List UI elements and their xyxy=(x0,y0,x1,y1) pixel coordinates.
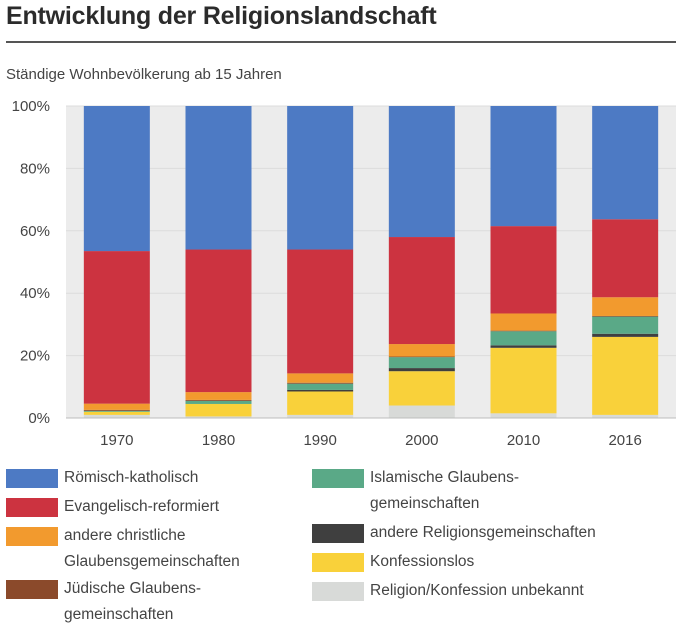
bar-segment-j-dische-glaubensgemeinschaften-2010 xyxy=(490,330,557,332)
bar-segment-andere-religionsgemeinschaften-1990 xyxy=(287,389,354,392)
bar-segment-evangelisch-reformiert-2016 xyxy=(592,219,659,298)
y-tick-label: 0% xyxy=(28,410,50,427)
bar-segment-konfessionslos-1980 xyxy=(185,403,252,417)
x-tick-label-2010: 2010 xyxy=(507,432,540,449)
bar-segment-religion-konfession-unbekannt-1970 xyxy=(83,414,150,418)
bar-segment-konfessionslos-1970 xyxy=(83,411,150,415)
legend-label: Römisch-katholisch xyxy=(64,465,334,491)
legend-label-line: Evangelisch-reformiert xyxy=(64,498,220,515)
bar-segment-religion-konfession-unbekannt-1990 xyxy=(287,414,354,418)
legend-label-line: andere christliche xyxy=(64,527,186,544)
chart-legend: Römisch-katholisch Evangelisch-reformier… xyxy=(6,465,676,625)
legend-label-line: Glaubensgemeinschaften xyxy=(64,553,240,570)
bar-segment-andere-christliche-glaubensgemeinschaften-1980 xyxy=(185,392,252,400)
x-tick-label-2016: 2016 xyxy=(608,432,641,449)
stacked-bar-chart: 0% 20% 40% 60% 80% 100% 1970 1980 1990 2000 2010 20… xyxy=(12,98,676,449)
bar-segment-j-dische-glaubensgemeinschaften-2016 xyxy=(592,315,659,317)
bar-segment-andere-religionsgemeinschaften-2000 xyxy=(388,368,455,372)
y-tick-label: 40% xyxy=(20,285,50,302)
legend-label-line: Jüdische Glaubens- xyxy=(64,580,201,597)
y-tick-label: 60% xyxy=(20,223,50,240)
bar-segment-islamische-glaubensgemeinschaften-1970 xyxy=(83,410,150,412)
legend-label: andere christliche Glaubensgemeinschafte… xyxy=(64,523,334,575)
y-tick-label: 80% xyxy=(20,160,50,177)
bar-segment-r-misch-katholisch-2010 xyxy=(490,106,557,227)
x-tick-label-1980: 1980 xyxy=(202,432,235,449)
bar-segment-r-misch-katholisch-1970 xyxy=(83,106,150,252)
bar-segment-konfessionslos-1990 xyxy=(287,391,354,415)
bar-segment-andere-christliche-glaubensgemeinschaften-2000 xyxy=(388,344,455,357)
legend-label: Religion/Konfession unbekannt xyxy=(370,578,640,604)
bar-segment-konfessionslos-2016 xyxy=(592,336,659,415)
legend-label-line: Religion/Konfession unbekannt xyxy=(370,582,584,599)
x-tick-label-1990: 1990 xyxy=(303,432,336,449)
legend-label: Evangelisch-reformiert xyxy=(64,494,334,520)
legend-swatch xyxy=(6,580,58,599)
legend-swatch xyxy=(312,524,364,543)
legend-swatch xyxy=(312,582,364,601)
bar-segment-andere-christliche-glaubensgemeinschaften-1990 xyxy=(287,373,354,383)
bar-segment-religion-konfession-unbekannt-1980 xyxy=(185,416,252,418)
bar-segment-evangelisch-reformiert-1970 xyxy=(83,251,150,404)
bar-segment-islamische-glaubensgemeinschaften-1990 xyxy=(287,383,354,390)
bar-segment-religion-konfession-unbekannt-2010 xyxy=(490,413,557,418)
bar-segment-andere-religionsgemeinschaften-2016 xyxy=(592,333,659,337)
legend-label: andere Religionsgemeinschaften xyxy=(370,520,640,546)
y-tick-label: 20% xyxy=(20,348,50,365)
x-tick-label-1970: 1970 xyxy=(100,432,133,449)
legend-label: Jüdische Glaubens- gemeinschaften xyxy=(64,576,334,628)
bar-segment-j-dische-glaubensgemeinschaften-1990 xyxy=(287,382,354,384)
plot-background xyxy=(66,106,676,418)
bar-segment-andere-christliche-glaubensgemeinschaften-2016 xyxy=(592,297,659,316)
legend-label-line: gemeinschaften xyxy=(370,495,480,512)
x-tick-label-2000: 2000 xyxy=(405,432,438,449)
bar-segment-islamische-glaubensgemeinschaften-1980 xyxy=(185,400,252,404)
chart-subtitle: Ständige Wohnbevölkerung ab 15 Jahren xyxy=(6,66,282,83)
legend-label: Konfessionslos xyxy=(370,549,640,575)
bar-segment-islamische-glaubensgemeinschaften-2016 xyxy=(592,316,659,334)
bar-segment-r-misch-katholisch-1980 xyxy=(185,106,252,250)
bar-segment-konfessionslos-2000 xyxy=(388,371,455,406)
bar-segment-j-dische-glaubensgemeinschaften-1970 xyxy=(83,409,150,411)
legend-swatch xyxy=(312,553,364,572)
legend-swatch xyxy=(6,469,58,488)
legend-label-line: Konfessionslos xyxy=(370,553,475,570)
bar-segment-religion-konfession-unbekannt-2016 xyxy=(592,414,659,418)
bar-segment-j-dische-glaubensgemeinschaften-1980 xyxy=(185,399,252,401)
bar-segment-evangelisch-reformiert-1980 xyxy=(185,249,252,393)
bar-segment-evangelisch-reformiert-2010 xyxy=(490,226,557,314)
bar-segment-evangelisch-reformiert-2000 xyxy=(388,237,455,345)
legend-label-line: gemeinschaften xyxy=(64,606,174,623)
y-tick-label: 100% xyxy=(12,98,50,115)
bar-segment-andere-religionsgemeinschaften-2010 xyxy=(490,345,557,348)
legend-swatch xyxy=(6,527,58,546)
legend-swatch xyxy=(312,469,364,488)
bar-segment-religion-konfession-unbekannt-2000 xyxy=(388,405,455,418)
legend-label-line: andere Religionsgemeinschaften xyxy=(370,524,596,541)
legend-label: Islamische Glaubens- gemeinschaften xyxy=(370,465,640,517)
bar-segment-evangelisch-reformiert-1990 xyxy=(287,249,354,374)
bar-segment-r-misch-katholisch-2016 xyxy=(592,106,659,220)
legend-label-line: Islamische Glaubens- xyxy=(370,469,520,486)
bar-segment-j-dische-glaubensgemeinschaften-2000 xyxy=(388,356,455,358)
legend-swatch xyxy=(6,498,58,517)
bar-segment-islamische-glaubensgemeinschaften-2010 xyxy=(490,331,557,346)
bar-segment-andere-christliche-glaubensgemeinschaften-2010 xyxy=(490,313,557,331)
title-divider xyxy=(6,41,676,43)
legend-label-line: Römisch-katholisch xyxy=(64,469,199,486)
bar-segment-r-misch-katholisch-2000 xyxy=(388,106,455,238)
bar-segment-konfessionslos-2010 xyxy=(490,347,557,414)
chart-title: Entwicklung der Religionslandschaft xyxy=(6,2,437,30)
bar-segment-r-misch-katholisch-1990 xyxy=(287,106,354,250)
bar-segment-andere-christliche-glaubensgemeinschaften-1970 xyxy=(83,403,150,410)
bar-segment-islamische-glaubensgemeinschaften-2000 xyxy=(388,357,455,369)
